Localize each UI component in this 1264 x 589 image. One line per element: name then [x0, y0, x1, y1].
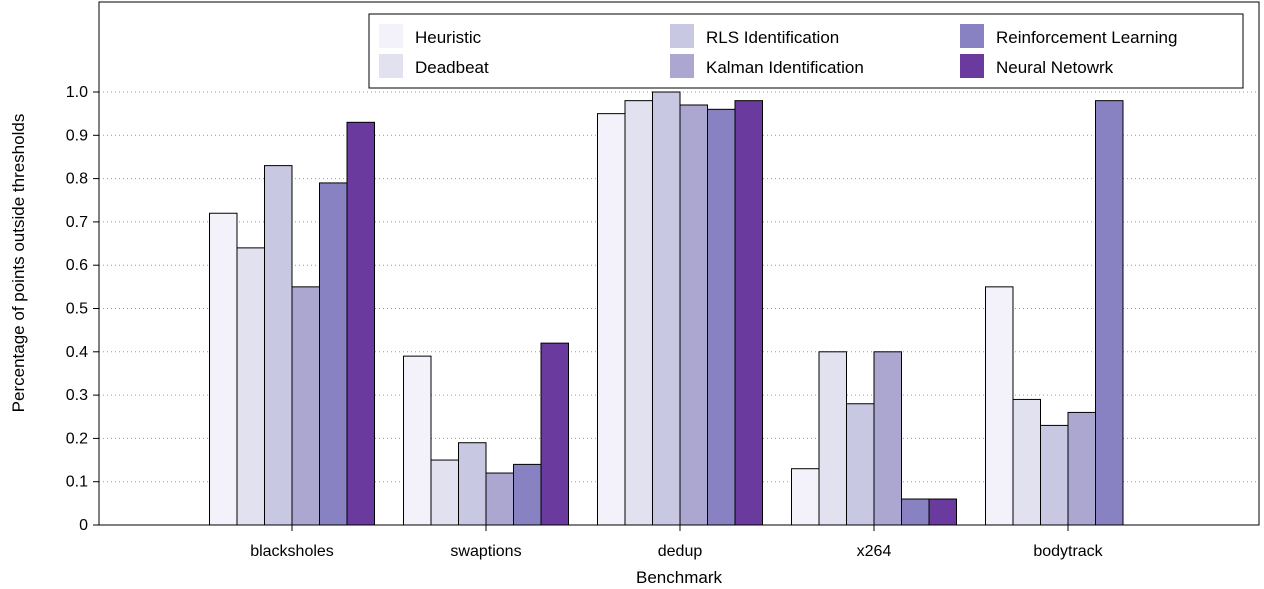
bar-bodytrack-2: [1040, 424, 1069, 526]
legend-swatch: [379, 24, 403, 48]
bar-blacksholes-3: [291, 286, 320, 526]
plot-frame: [98, 1, 1260, 526]
x-axis-title: Benchmark: [636, 568, 722, 587]
bars: [209, 91, 1124, 526]
y-tick-label: 0.7: [66, 214, 88, 231]
y-tick-label: 0.9: [66, 127, 88, 144]
bar-dedup-0: [597, 113, 626, 526]
legend-swatch: [379, 54, 403, 78]
legend-label: Kalman Identification: [706, 58, 864, 77]
bar-bodytrack-1: [1012, 398, 1041, 526]
bar-x264-4: [901, 498, 930, 526]
legend-label: Heuristic: [415, 28, 482, 47]
x-tick-label-dedup: dedup: [658, 543, 703, 560]
x-tick-label-swaptions: swaptions: [450, 543, 521, 560]
bar-bodytrack-0: [985, 286, 1014, 526]
y-tick-label: 0: [79, 517, 88, 534]
y-tick-label: 1.0: [66, 84, 88, 101]
y-tick-label: 0.3: [66, 387, 88, 404]
bar-bodytrack-3: [1067, 411, 1096, 526]
legend-box: [368, 13, 1244, 89]
y-tick-label: 0.6: [66, 257, 88, 274]
y-tick-label: 0.4: [66, 344, 88, 361]
y-axis-ticks: 0 0.1 0.2 0.3 0.4 0.5 0.6 0.7 0.8 0.9 1.0: [66, 84, 99, 534]
bar-blacksholes-2: [264, 165, 293, 526]
bar-bodytrack-4: [1095, 100, 1124, 526]
bar-swaptions-1: [430, 459, 459, 526]
legend: Heuristic Deadbeat RLS Identification Kalma…: [368, 13, 1244, 89]
bar-blacksholes-0: [209, 212, 238, 526]
bar-x264-3: [873, 351, 902, 526]
bar-swaptions-3: [485, 472, 514, 526]
bar-x264-0: [791, 468, 820, 526]
bar-swaptions-0: [403, 355, 432, 526]
legend-swatch: [670, 24, 694, 48]
x-tick-label-bodytrack: bodytrack: [1033, 543, 1103, 560]
bar-dedup-4: [707, 108, 736, 526]
y-tick-label: 0.1: [66, 474, 88, 491]
y-tick-label: 0.5: [66, 301, 88, 318]
bar-blacksholes-1: [236, 247, 265, 526]
legend-swatch: [960, 24, 984, 48]
y-tick-label: 0.8: [66, 171, 88, 188]
bar-x264-1: [818, 351, 847, 526]
legend-label: Deadbeat: [415, 58, 489, 77]
legend-swatch: [960, 54, 984, 78]
legend-swatch: [670, 54, 694, 78]
y-tick-label: 0.2: [66, 430, 88, 447]
bar-dedup-3: [679, 104, 708, 526]
bar-blacksholes-4: [319, 182, 348, 526]
x-tick-label-blacksholes: blacksholes: [250, 543, 334, 560]
bar-swaptions-4: [513, 463, 542, 526]
bar-dedup-2: [652, 91, 681, 526]
bar-blacksholes-5: [346, 121, 375, 526]
bar-x264-5: [928, 498, 957, 526]
bar-x264-2: [846, 403, 875, 526]
legend-label: RLS Identification: [706, 28, 839, 47]
y-axis-title: Percentage of points outside thresholds: [9, 114, 28, 413]
bar-swaptions-5: [540, 342, 569, 526]
x-axis-ticks: blacksholes swaptions dedup x264 bodytrack: [250, 525, 1104, 560]
legend-label: Neural Netowrk: [996, 58, 1114, 77]
bar-dedup-1: [624, 100, 653, 526]
x-tick-label-x264: x264: [857, 543, 892, 560]
bar-dedup-5: [734, 100, 763, 526]
legend-label: Reinforcement Learning: [996, 28, 1177, 47]
bar-swaptions-2: [458, 442, 487, 526]
